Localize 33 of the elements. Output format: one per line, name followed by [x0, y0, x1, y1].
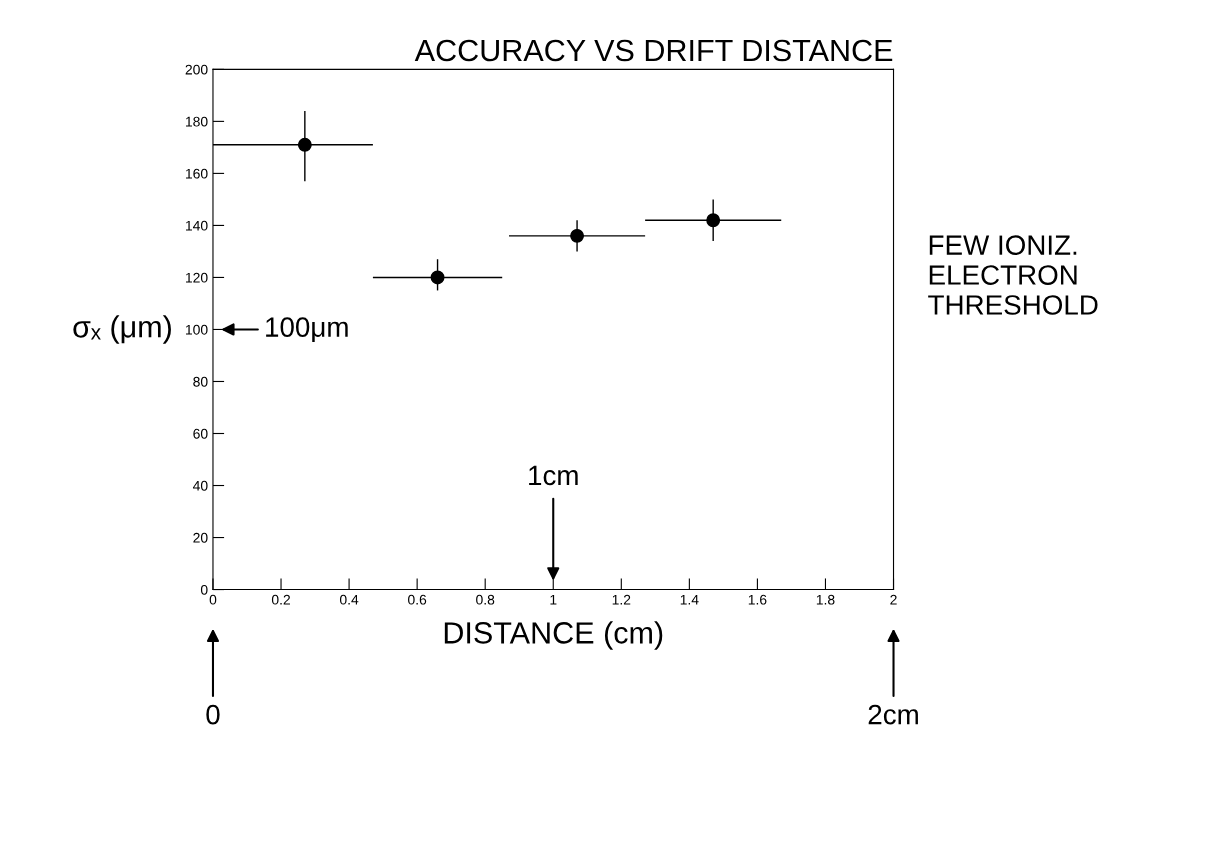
y-tick-label: 140 [186, 220, 208, 231]
x-tick-label: 1 [550, 594, 557, 605]
x-tick-label: 0.6 [408, 594, 427, 605]
y-axis-title: σₓ (μm) [73, 315, 171, 344]
point [706, 213, 721, 228]
x-axis-title: DISTANCE (cm) [444, 621, 663, 650]
x-tick-label: 0.8 [476, 594, 495, 605]
y-tick-label: 20 [193, 532, 208, 543]
y-tick-label: 100 [186, 324, 208, 335]
point [297, 137, 312, 152]
y-tick-label: 120 [186, 272, 208, 283]
y-tick-label: 80 [193, 376, 208, 387]
text: FEW IONIZ. ELECTRON THRESHOLD [928, 235, 1098, 315]
point [570, 228, 585, 243]
annotation: 100μm [266, 317, 348, 342]
x-tick-label: 1.8 [816, 594, 835, 605]
y-tick-label: 180 [186, 116, 208, 127]
y-tick-label: 0 [200, 584, 208, 595]
x-tick-label: 2 [890, 594, 897, 605]
chart-title: ACCURACY VS DRIFT DISTANCE [414, 39, 893, 62]
annotation: 1cm [529, 465, 578, 486]
y-tick-label: 200 [185, 64, 208, 75]
point [430, 270, 445, 285]
x-tick-label: 0 [209, 594, 217, 605]
x-tick-label: 1.4 [680, 594, 699, 605]
x-tick-label: 0.2 [271, 594, 290, 605]
y-tick-label: 40 [192, 480, 208, 491]
x-tick-label: 0.4 [339, 594, 359, 605]
y-tick-label: 60 [193, 428, 208, 439]
x-tick-label: 1.2 [612, 594, 631, 605]
x-tick-label: 1.6 [748, 594, 767, 605]
y-tick-label: 160 [186, 168, 208, 179]
text: 2cm [868, 704, 918, 725]
